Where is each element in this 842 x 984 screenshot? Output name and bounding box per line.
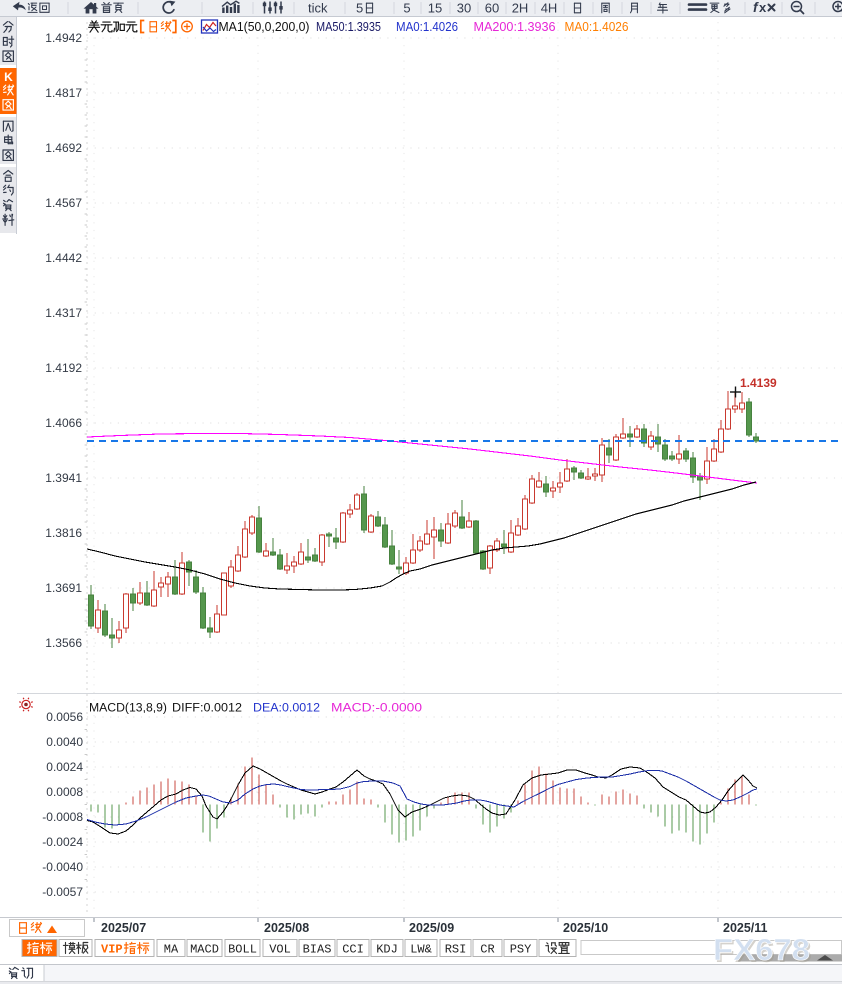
svg-text:1.4817: 1.4817 xyxy=(45,86,82,100)
svg-text:MA0:1.4026: MA0:1.4026 xyxy=(565,20,629,34)
svg-text:CR: CR xyxy=(480,943,494,957)
svg-text:1.3566: 1.3566 xyxy=(45,636,82,650)
svg-text:1.4442: 1.4442 xyxy=(45,251,82,265)
svg-text:1.4942: 1.4942 xyxy=(45,31,82,45)
svg-text:DEA:0.0012: DEA:0.0012 xyxy=(253,701,320,715)
svg-text:5: 5 xyxy=(403,1,410,16)
svg-text:LW&: LW& xyxy=(410,943,432,957)
svg-text:1.4066: 1.4066 xyxy=(45,416,82,430)
svg-text:2025/09: 2025/09 xyxy=(409,921,454,935)
svg-text:CCI: CCI xyxy=(342,943,364,957)
svg-text:2025/08: 2025/08 xyxy=(264,921,309,935)
svg-text:DIFF:0.0012: DIFF:0.0012 xyxy=(172,701,242,715)
svg-text:1.3941: 1.3941 xyxy=(45,471,82,485)
svg-text:2025/11: 2025/11 xyxy=(723,921,768,935)
svg-text:1.4139: 1.4139 xyxy=(740,376,777,390)
svg-text:tick: tick xyxy=(308,1,328,16)
svg-text:-0.0057: -0.0057 xyxy=(42,885,83,899)
svg-text:MACD: MACD xyxy=(190,943,219,957)
svg-text:x: x xyxy=(759,0,767,15)
svg-text:2025/10: 2025/10 xyxy=(563,921,608,935)
svg-text:1.4567: 1.4567 xyxy=(45,196,82,210)
svg-text:1.3691: 1.3691 xyxy=(45,581,82,595)
svg-text:-0.0008: -0.0008 xyxy=(42,810,83,824)
svg-text:RSI: RSI xyxy=(445,943,467,957)
svg-text:0.0024: 0.0024 xyxy=(46,760,83,774)
svg-text:K: K xyxy=(4,70,13,84)
svg-text:MACD:-0.0000: MACD:-0.0000 xyxy=(331,701,422,715)
svg-text:MA50:1.3935: MA50:1.3935 xyxy=(316,20,381,34)
svg-text:PSY: PSY xyxy=(510,943,532,957)
svg-text:0.0008: 0.0008 xyxy=(46,785,83,799)
svg-text:2H: 2H xyxy=(512,1,529,16)
svg-text:KDJ: KDJ xyxy=(376,943,398,957)
svg-text:5: 5 xyxy=(356,1,363,16)
svg-text:60: 60 xyxy=(485,1,499,16)
svg-text:1.4317: 1.4317 xyxy=(45,306,82,320)
svg-text:BOLL: BOLL xyxy=(228,943,257,957)
svg-text:FX678: FX678 xyxy=(713,932,810,967)
svg-text:1.4692: 1.4692 xyxy=(45,141,82,155)
svg-text:MA: MA xyxy=(164,943,179,957)
svg-text:VIP: VIP xyxy=(101,943,123,957)
svg-text:BIAS: BIAS xyxy=(303,943,332,957)
svg-text:MACD(13,8,9): MACD(13,8,9) xyxy=(89,701,167,715)
svg-text:-0.0040: -0.0040 xyxy=(42,860,83,874)
svg-text:4H: 4H xyxy=(541,1,558,16)
svg-text:1.4192: 1.4192 xyxy=(45,361,82,375)
svg-text:MA1(50,0,200,0): MA1(50,0,200,0) xyxy=(219,20,310,34)
svg-text:FX678: FX678 xyxy=(715,934,812,969)
svg-text:0.0040: 0.0040 xyxy=(46,735,83,749)
svg-text:MA200:1.3936: MA200:1.3936 xyxy=(474,20,556,34)
svg-text:-0.0024: -0.0024 xyxy=(42,835,83,849)
svg-text:1.3816: 1.3816 xyxy=(45,526,82,540)
svg-text:30: 30 xyxy=(457,1,471,16)
svg-text:VOL: VOL xyxy=(269,943,291,957)
svg-text:MA0:1.4026: MA0:1.4026 xyxy=(396,20,458,34)
svg-text:15: 15 xyxy=(428,1,442,16)
svg-text:0.0056: 0.0056 xyxy=(46,710,83,724)
svg-text:2025/07: 2025/07 xyxy=(101,921,146,935)
svg-text:f: f xyxy=(753,0,759,15)
